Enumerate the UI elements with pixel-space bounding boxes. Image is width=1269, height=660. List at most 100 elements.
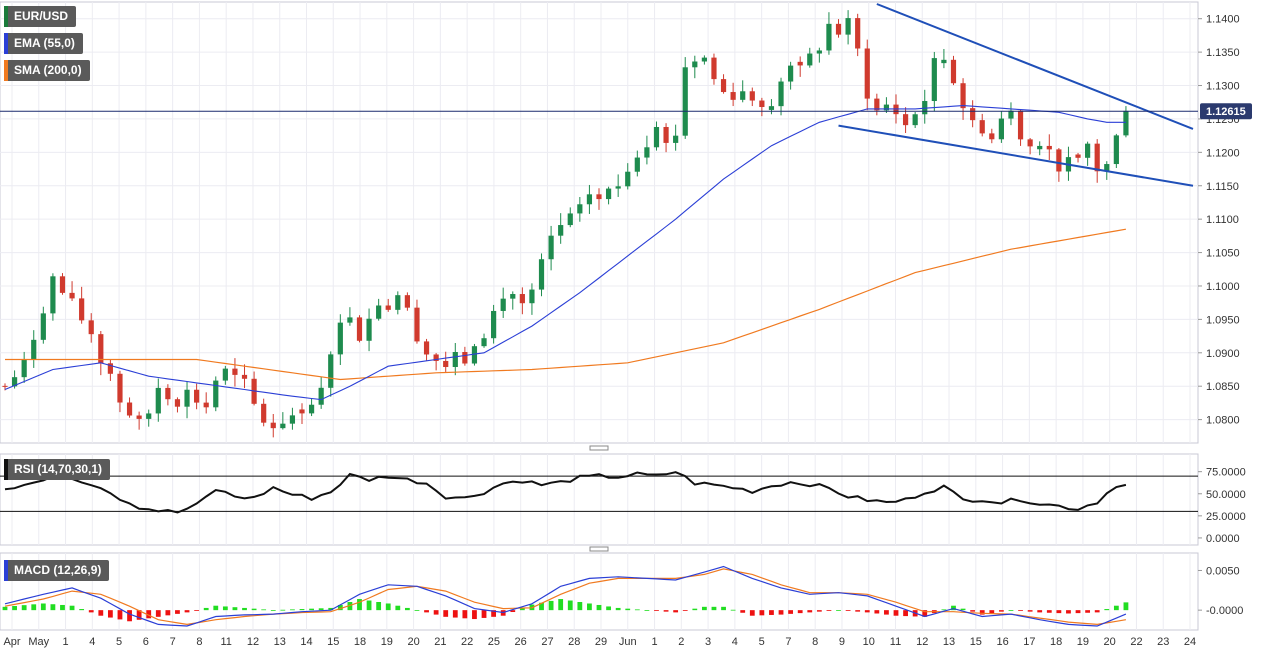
candle-body <box>136 415 142 419</box>
candle-body <box>586 194 593 205</box>
candle-body <box>1123 110 1129 136</box>
candle-body <box>730 92 736 100</box>
x-tick-label: 12 <box>247 636 259 648</box>
macd-hist-bar <box>50 604 56 611</box>
macd-hist-bar <box>414 610 420 611</box>
candle-body <box>165 387 171 400</box>
legend-rsi-label: RSI (14,70,30,1) <box>14 462 103 476</box>
macd-y-tick-label: 0.0050 <box>1206 565 1240 577</box>
macd-hist-bar <box>40 603 46 611</box>
macd-hist-bar <box>654 610 659 611</box>
candle-body <box>88 320 94 335</box>
x-tick-label: 19 <box>1077 636 1089 648</box>
y-tick-label: 1.1100 <box>1206 214 1239 226</box>
y-tick-label: 1.1000 <box>1206 281 1240 293</box>
candle-body <box>423 341 430 355</box>
candle-body <box>538 259 545 290</box>
macd-hist-bar <box>1008 610 1014 611</box>
macd-hist-bar <box>903 610 908 617</box>
candle-body <box>1094 143 1100 172</box>
candle-body <box>605 188 612 200</box>
candle-body <box>941 59 947 64</box>
macd-hist-bar <box>1046 610 1052 613</box>
macd-hist-bar <box>1085 610 1091 613</box>
macd-hist-bar <box>539 602 544 611</box>
x-tick-label: 15 <box>327 636 339 648</box>
macd-hist-bar <box>270 610 276 611</box>
panel-resize-handle-0 <box>589 445 609 451</box>
macd-hist-bar <box>606 606 611 611</box>
candle-body <box>644 147 650 158</box>
candle-body <box>912 114 918 126</box>
x-tick-label: 17 <box>1023 636 1035 648</box>
macd-hist-bar <box>443 610 449 617</box>
legend-rsi[interactable]: RSI (14,70,30,1) <box>4 459 111 480</box>
macd-hist-bar <box>1104 609 1110 611</box>
macd-hist-bar <box>941 609 947 611</box>
candle-body <box>2 385 8 387</box>
macd-hist-bar <box>2 606 8 611</box>
candle-body <box>299 409 305 414</box>
x-tick-label: 19 <box>381 636 393 648</box>
legend-sma-swatch <box>4 60 8 81</box>
candle-body <box>855 18 861 49</box>
candle-body <box>395 295 401 310</box>
macd-hist-bar <box>213 605 219 611</box>
last-price-badge <box>1200 103 1252 120</box>
macd-hist-bar <box>357 599 362 611</box>
candle-body <box>107 363 113 374</box>
macd-line <box>4 565 1127 627</box>
candle-body <box>653 127 660 148</box>
x-tick-label: 11 <box>220 636 231 648</box>
x-tick-label: 1 <box>651 636 657 648</box>
x-tick-label: 16 <box>996 636 1008 648</box>
y-tick-label: 1.0800 <box>1206 415 1240 427</box>
macd-hist-bar <box>79 609 85 611</box>
macd-hist-bar <box>960 608 966 611</box>
candle-body <box>21 359 27 378</box>
candle-body <box>835 23 842 35</box>
candle-body <box>194 389 200 403</box>
candle-body <box>1008 110 1014 119</box>
candle-body <box>280 423 286 429</box>
candle-body <box>184 389 190 407</box>
candle-body <box>404 295 410 308</box>
candle-body <box>491 310 497 339</box>
candle-body <box>577 204 583 214</box>
candle-body <box>970 108 976 121</box>
main-panel-frame <box>0 1 1199 444</box>
candle-body <box>356 317 363 341</box>
x-tick-label: 20 <box>407 636 419 648</box>
candle-body <box>452 352 458 368</box>
macd-hist-bar <box>989 610 995 614</box>
legend-macd[interactable]: MACD (12,26,9) <box>4 560 110 581</box>
macd-hist-bar <box>481 610 487 618</box>
candle-body <box>1075 154 1081 158</box>
macd-histogram <box>2 599 1129 622</box>
candle-body <box>701 57 707 62</box>
x-tick-label: 13 <box>274 636 286 648</box>
x-tick-label: 9 <box>839 636 845 648</box>
candle-body <box>1017 110 1024 140</box>
y-tick-label: 1.1350 <box>1206 47 1240 59</box>
macd-hist-bar <box>21 605 27 611</box>
macd-hist-bar <box>60 604 65 611</box>
macd-hist-bar <box>337 604 343 611</box>
x-tick-label: 21 <box>434 636 446 648</box>
candle-body <box>481 338 487 347</box>
candle-body <box>174 399 181 407</box>
x-tick-label: 15 <box>970 636 982 648</box>
macd-hist-bar <box>587 603 592 611</box>
candle-body <box>79 298 85 321</box>
legend-ema[interactable]: EMA (55,0) <box>4 33 83 54</box>
candle-body <box>922 101 928 115</box>
legend-sma[interactable]: SMA (200,0) <box>4 60 90 81</box>
candle-body <box>213 380 219 408</box>
macd-hist-bar <box>1123 602 1129 611</box>
macd-hist-bar <box>998 610 1004 612</box>
macd-hist-bar <box>347 602 353 611</box>
legend-ema-label: EMA (55,0) <box>14 36 75 50</box>
candle-body <box>625 171 631 187</box>
legend-eurusd[interactable]: EUR/USD <box>4 6 77 27</box>
